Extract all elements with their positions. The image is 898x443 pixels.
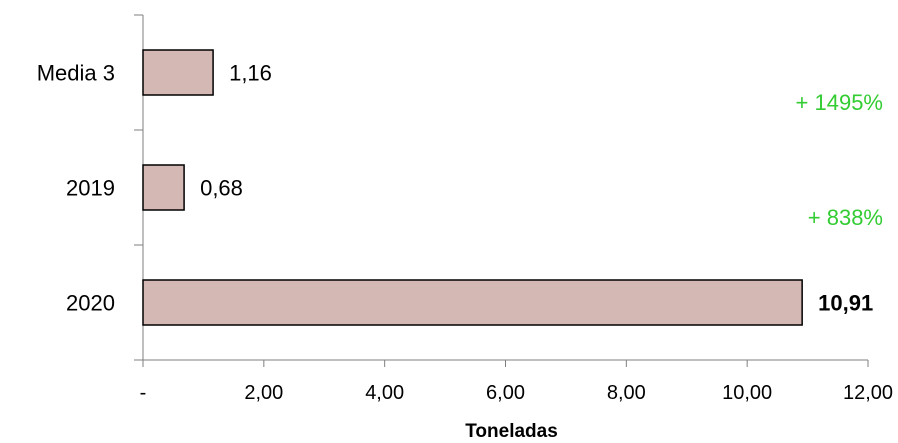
category-label: 2020 (66, 291, 115, 316)
bar (142, 279, 803, 326)
data-label: 1,16 (229, 61, 272, 86)
bar (142, 49, 214, 96)
percent-change-annotation: + 1495% (796, 90, 883, 115)
x-tick-label: 8,00 (607, 382, 646, 404)
category-label: Media 3 (37, 61, 115, 86)
x-tick-label: - (140, 382, 147, 404)
bar (142, 164, 185, 211)
category-label: 2019 (66, 176, 115, 201)
bars (142, 49, 803, 326)
x-axis-title: Toneladas (465, 421, 558, 442)
labels: Media 3 1,16 2019 0,68 2020 10,91 + 1495% + 838… (37, 61, 883, 316)
x-tick-label: 4,00 (365, 382, 404, 404)
x-tick-label: 10,00 (722, 382, 772, 404)
x-tick-label: 2,00 (244, 382, 283, 404)
percent-change-annotation: + 838% (808, 205, 883, 230)
data-label: 0,68 (200, 176, 243, 201)
axes: - 2,00 4,00 6,00 8,00 10,00 12,00 (134, 14, 893, 404)
x-tick-label: 12,00 (843, 382, 893, 404)
data-label: 10,91 (818, 291, 873, 316)
x-tick-label: 6,00 (486, 382, 525, 404)
